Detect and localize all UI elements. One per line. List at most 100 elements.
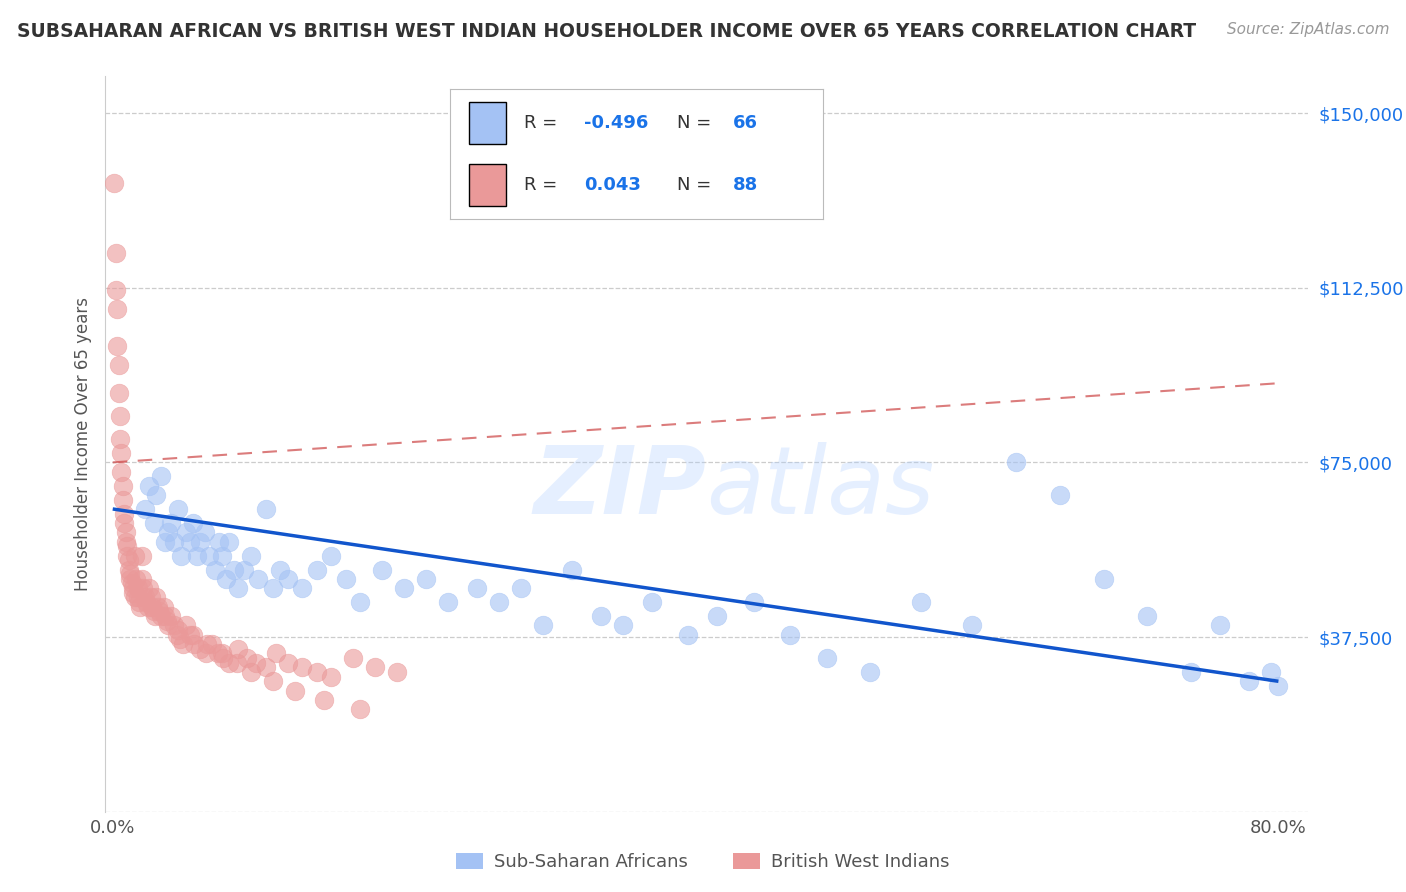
Point: [277, 656, 299, 670]
Point: [120, 567, 142, 582]
Point: [104, 245, 127, 260]
Point: [291, 581, 314, 595]
Point: [107, 358, 129, 372]
Text: N =: N =: [678, 176, 717, 194]
Point: [305, 562, 328, 576]
Point: [139, 591, 162, 605]
Point: [240, 665, 263, 679]
Point: [262, 581, 284, 595]
Point: [174, 618, 197, 632]
Point: [157, 618, 180, 632]
Y-axis label: Householder Income Over 65 years: Householder Income Over 65 years: [73, 297, 91, 591]
Point: [118, 553, 141, 567]
Point: [225, 656, 247, 670]
Point: [181, 516, 204, 530]
Point: [125, 572, 148, 586]
Point: [111, 492, 134, 507]
Point: [135, 595, 157, 609]
Point: [179, 534, 201, 549]
Point: [291, 660, 314, 674]
Point: [312, 693, 335, 707]
Point: [488, 595, 510, 609]
Point: [264, 646, 287, 660]
Point: [198, 549, 221, 563]
Point: [149, 469, 172, 483]
Point: [122, 581, 145, 595]
Point: [141, 599, 163, 614]
Point: [437, 595, 460, 609]
Point: [1136, 609, 1159, 624]
Text: SUBSAHARAN AFRICAN VS BRITISH WEST INDIAN HOUSEHOLDER INCOME OVER 65 YEARS CORRE: SUBSAHARAN AFRICAN VS BRITISH WEST INDIA…: [17, 22, 1197, 41]
Point: [153, 609, 176, 624]
Point: [321, 549, 343, 563]
Point: [211, 646, 233, 660]
Point: [706, 609, 728, 624]
Point: [204, 562, 226, 576]
Point: [236, 651, 259, 665]
Point: [561, 562, 583, 576]
Legend: Sub-Saharan Africans, British West Indians: Sub-Saharan Africans, British West India…: [449, 846, 957, 879]
Point: [124, 591, 146, 605]
Point: [1005, 455, 1028, 469]
Point: [321, 670, 343, 684]
Point: [181, 628, 204, 642]
Point: [232, 562, 254, 576]
Point: [118, 562, 141, 576]
Point: [193, 525, 215, 540]
Point: [277, 572, 299, 586]
Point: [212, 651, 235, 665]
Point: [349, 595, 371, 609]
Point: [962, 618, 984, 632]
Point: [142, 516, 165, 530]
Point: [245, 656, 267, 670]
Point: [262, 674, 284, 689]
Point: [1209, 618, 1232, 632]
Point: [117, 539, 139, 553]
Point: [107, 385, 129, 400]
Point: [110, 465, 132, 479]
Point: [215, 572, 238, 586]
Point: [167, 502, 190, 516]
Point: [197, 637, 219, 651]
Point: [342, 651, 364, 665]
Point: [218, 534, 240, 549]
Point: [127, 591, 149, 605]
Point: [153, 534, 176, 549]
Point: [207, 646, 229, 660]
Point: [146, 599, 169, 614]
Point: [415, 572, 437, 586]
FancyBboxPatch shape: [468, 102, 506, 144]
Point: [910, 595, 932, 609]
Point: [305, 665, 328, 679]
Text: N =: N =: [678, 114, 717, 132]
Point: [127, 581, 149, 595]
Point: [240, 549, 263, 563]
Point: [108, 409, 131, 423]
Point: [612, 618, 634, 632]
Point: [226, 641, 249, 656]
Text: 88: 88: [733, 176, 758, 194]
Point: [392, 581, 415, 595]
Point: [188, 534, 211, 549]
Point: [121, 576, 143, 591]
Point: [170, 549, 193, 563]
Point: [349, 702, 371, 716]
Point: [1260, 665, 1282, 679]
Point: [284, 683, 307, 698]
Point: [509, 581, 531, 595]
Point: [132, 581, 155, 595]
Point: [211, 549, 233, 563]
Point: [183, 637, 205, 651]
Point: [105, 301, 128, 316]
Point: [134, 502, 156, 516]
Point: [222, 562, 245, 576]
Point: [128, 595, 150, 609]
Point: [145, 591, 167, 605]
Point: [179, 628, 201, 642]
Point: [641, 595, 664, 609]
Text: 66: 66: [733, 114, 758, 132]
Point: [1049, 488, 1071, 502]
FancyBboxPatch shape: [468, 164, 506, 206]
Point: [1180, 665, 1202, 679]
Point: [188, 641, 211, 656]
